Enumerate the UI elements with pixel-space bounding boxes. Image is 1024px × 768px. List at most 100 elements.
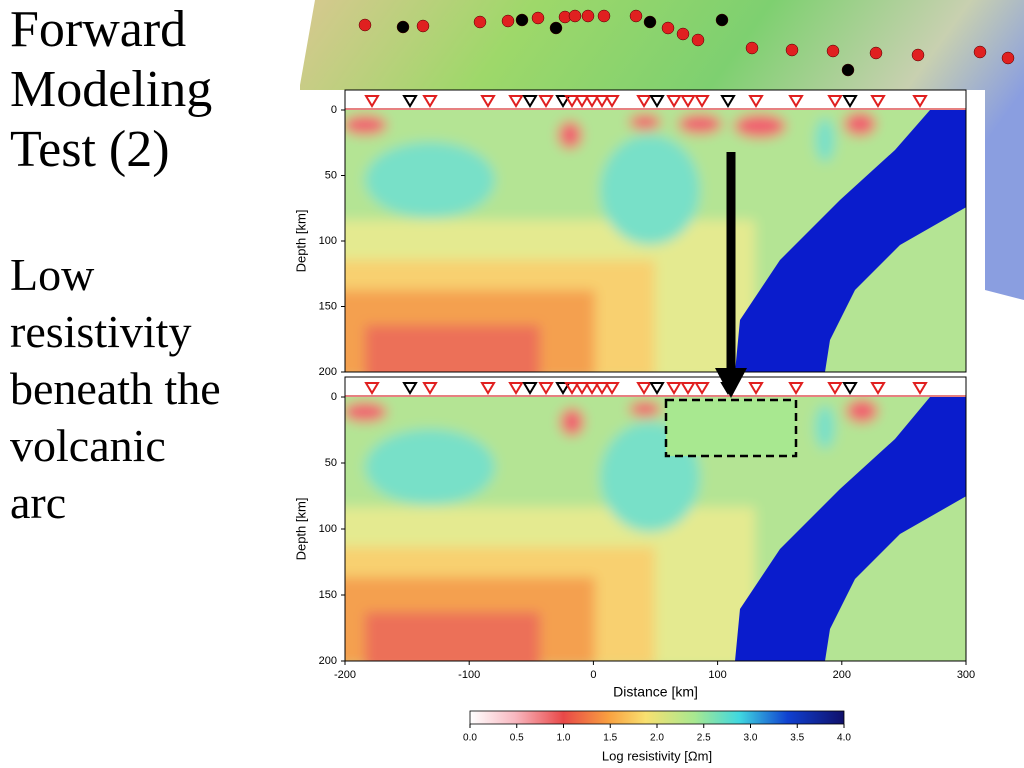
field xyxy=(345,402,387,422)
station-marker xyxy=(842,382,858,395)
station-marker xyxy=(649,382,665,395)
frame xyxy=(344,89,967,373)
station-marker xyxy=(422,382,438,395)
colorbar: 0.0 0.5 1.0 1.5 2.0 2.5 3.0 3.5 4.0 Log resistivi… xyxy=(463,710,851,763)
station-dot xyxy=(473,15,487,29)
station-marker xyxy=(827,382,843,395)
y-tick-label: 50 xyxy=(325,457,337,469)
title-line: Forward xyxy=(10,1,187,58)
colorbar-tick-label: 4.0 xyxy=(837,733,851,744)
field xyxy=(345,115,387,135)
station-dot xyxy=(785,43,799,57)
colorbar-tick-label: 0.5 xyxy=(510,733,524,744)
station-dot xyxy=(841,63,855,77)
station-dot xyxy=(911,48,925,62)
colorbar-label: Log resistivity [Ωm] xyxy=(602,748,712,763)
station-marker xyxy=(870,382,886,395)
station-marker xyxy=(480,95,496,108)
station-marker xyxy=(422,95,438,108)
body-line: volcanic xyxy=(10,420,166,471)
strip xyxy=(345,377,966,397)
station-marker xyxy=(666,382,682,395)
station-dot xyxy=(629,9,643,23)
field xyxy=(560,408,584,436)
colorbar-tick-label: 1.5 xyxy=(603,733,617,744)
station-marker xyxy=(870,95,886,108)
frame xyxy=(344,376,967,662)
station-dot xyxy=(416,19,430,33)
station-dot xyxy=(501,14,515,28)
x-tick-label: 100 xyxy=(708,669,726,681)
colorbar-tick-label: 3.5 xyxy=(790,733,804,744)
resistivity-map xyxy=(345,110,966,372)
field xyxy=(846,399,878,423)
station-marker xyxy=(604,382,620,395)
x-tick-label: -100 xyxy=(458,669,480,681)
field xyxy=(629,401,661,417)
title-line: Modeling xyxy=(10,61,213,118)
y-tick-label: 150 xyxy=(319,589,337,601)
field xyxy=(365,142,495,218)
strip xyxy=(345,90,966,110)
y-tick-label: 0 xyxy=(331,391,337,403)
body-line: arc xyxy=(10,477,67,528)
body-line: resistivity xyxy=(10,306,192,357)
map-image xyxy=(300,0,1024,300)
field xyxy=(815,405,835,449)
station-marker xyxy=(574,95,590,108)
station-marker xyxy=(364,382,380,395)
station-marker xyxy=(364,95,380,108)
station-marker xyxy=(584,382,600,395)
station-dot xyxy=(358,18,372,32)
station-dot xyxy=(515,13,529,27)
colorbar-tick-label: 1.0 xyxy=(557,733,571,744)
station-dot xyxy=(715,13,729,27)
field xyxy=(844,112,876,136)
body-line: beneath the xyxy=(10,363,221,414)
station-marker xyxy=(480,382,496,395)
test-block xyxy=(664,398,798,458)
y-tick-label: 0 xyxy=(331,104,337,116)
body-line: Low xyxy=(10,249,95,300)
station-marker xyxy=(564,95,580,108)
station-marker xyxy=(788,382,804,395)
slab xyxy=(735,397,966,661)
arrow-head xyxy=(715,368,747,398)
station-dot xyxy=(869,46,883,60)
station-marker xyxy=(636,95,652,108)
station-dot xyxy=(1001,51,1015,65)
y-tick-label: 200 xyxy=(319,366,337,378)
station-marker xyxy=(788,95,804,108)
field xyxy=(678,114,722,134)
field xyxy=(600,135,700,245)
x-tick-label: -200 xyxy=(334,669,356,681)
field xyxy=(365,612,540,661)
y-tick-label: 100 xyxy=(319,235,337,247)
model-panel: 0 50 100 150 200 Depth [km] xyxy=(293,89,967,378)
station-marker xyxy=(402,95,418,108)
station-dot xyxy=(643,15,657,29)
station-marker xyxy=(594,95,610,108)
station-dot xyxy=(531,11,545,25)
station-marker xyxy=(912,95,928,108)
station-dot xyxy=(549,21,563,35)
y-tick-label: 50 xyxy=(325,169,337,181)
colorbar-tick-label: 3.0 xyxy=(744,733,758,744)
station-marker xyxy=(538,95,554,108)
station-marker xyxy=(555,95,571,108)
station-marker xyxy=(912,382,928,395)
station-marker xyxy=(522,95,538,108)
station-marker xyxy=(555,382,571,395)
station-marker xyxy=(694,382,710,395)
station-marker xyxy=(522,382,538,395)
station-dot xyxy=(396,20,410,34)
slab xyxy=(735,110,966,372)
field xyxy=(734,114,786,138)
colorbar-tick-label: 2.5 xyxy=(697,733,711,744)
station-marker xyxy=(748,95,764,108)
station-marker xyxy=(649,95,665,108)
title-line: Test (2) xyxy=(10,121,170,178)
station-marker xyxy=(842,95,858,108)
station-marker xyxy=(694,95,710,108)
